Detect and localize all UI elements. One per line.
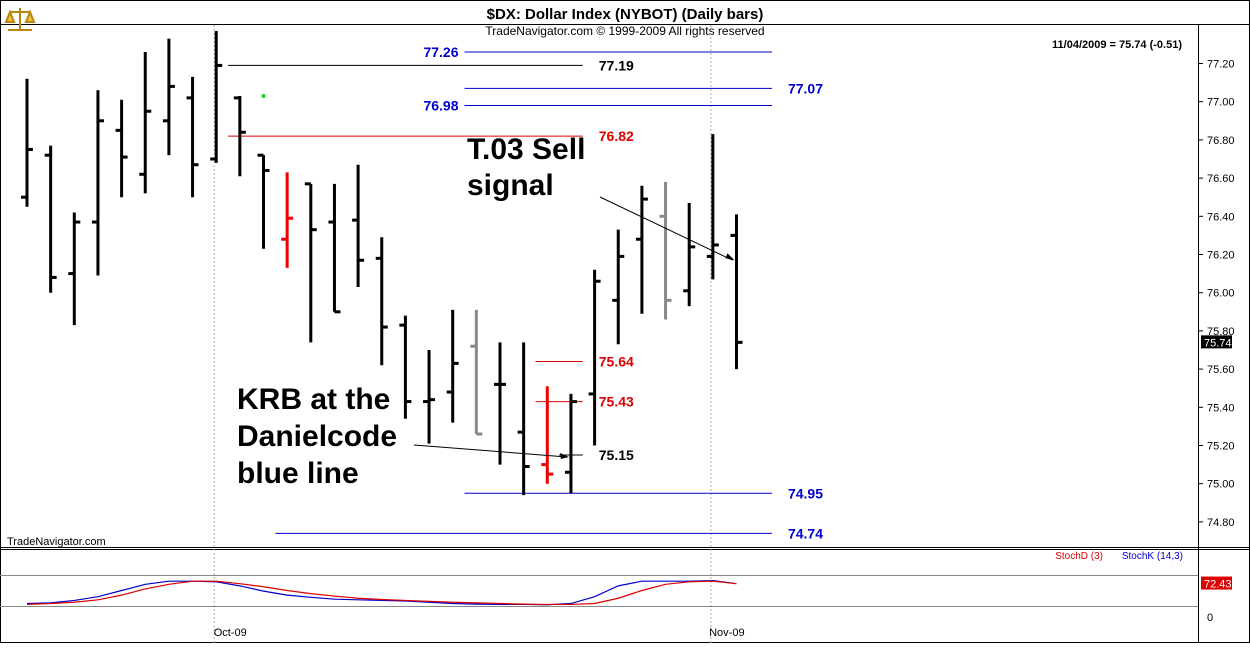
price-level-label: 75.43 xyxy=(599,394,634,410)
ohlc-bar xyxy=(446,309,459,423)
price-level-label: 76.98 xyxy=(423,98,458,114)
ohlc-bar xyxy=(706,134,719,280)
ohlc-bar xyxy=(564,393,577,494)
ohlc-bar xyxy=(233,95,246,177)
price-level-label: 77.07 xyxy=(788,80,823,96)
signal-dot xyxy=(261,93,266,98)
price-tick-label: 76.40 xyxy=(1207,211,1235,223)
ohlc-bar xyxy=(517,342,530,496)
ohlc-bar xyxy=(68,212,81,326)
price-level-label: 74.74 xyxy=(788,525,823,541)
current-price-box xyxy=(1201,335,1232,349)
annotation-text: T.03 Sell xyxy=(467,133,585,166)
price-levels: 77.26 77.19 77.07 76.98 76.82 75.64 75.43 75.15… xyxy=(228,44,823,541)
price-tick-label: 77.00 xyxy=(1207,97,1235,109)
ohlc-bar xyxy=(304,182,317,343)
ohlc-bar xyxy=(162,38,175,156)
price-tick-label: 76.00 xyxy=(1207,288,1235,300)
ohlc-bar xyxy=(44,145,57,293)
ohlc-bar xyxy=(91,90,104,276)
annotation-text: blue line xyxy=(237,457,359,490)
stoch-legend-k: StochK (14,3) xyxy=(1122,551,1183,562)
price-tick-label: 76.20 xyxy=(1207,250,1235,262)
price-level-label: 75.15 xyxy=(599,447,634,463)
ohlc-bar xyxy=(352,164,365,287)
stoch-legend-d: StochD (3) xyxy=(1055,551,1103,562)
ohlc-bar xyxy=(470,309,483,436)
price-level-label: 75.64 xyxy=(599,353,634,369)
ohlc-bar xyxy=(588,269,601,446)
price-level-label: 74.95 xyxy=(788,485,823,501)
annotation-arrow xyxy=(413,444,567,458)
arrow-head xyxy=(725,253,735,261)
price-tick-label: 76.80 xyxy=(1207,135,1235,147)
date-label: Oct-09 xyxy=(214,627,247,639)
stoch-last-label: 72.43 xyxy=(1204,579,1232,591)
date-axis: Oct-09 Nov-09 xyxy=(214,627,745,639)
chart-subtitle: TradeNavigator.com © 1999-2009 All right… xyxy=(485,24,764,38)
annotation-text: KRB at the xyxy=(237,383,390,416)
price-tick-label: 75.60 xyxy=(1207,364,1235,376)
arrow-head xyxy=(559,452,569,459)
stoch-tick-label: 0 xyxy=(1207,612,1213,624)
date-label: Nov-09 xyxy=(709,627,744,639)
price-level-label: 76.82 xyxy=(599,128,634,144)
ohlc-bar xyxy=(281,172,294,268)
ohlc-bar xyxy=(683,202,696,307)
ohlc-bar xyxy=(257,153,270,249)
trade-navigator-logo-icon[interactable] xyxy=(4,8,36,31)
price-tick-label: 75.80 xyxy=(1207,326,1235,338)
grid-lines xyxy=(213,25,712,643)
ohlc-bar xyxy=(375,237,388,366)
annotation-text: Danielcode xyxy=(237,420,397,453)
chart-title: $DX: Dollar Index (NYBOT) (Daily bars) xyxy=(487,6,764,23)
ohlc-bars xyxy=(21,31,743,496)
ohlc-bar xyxy=(210,31,223,163)
ohlc-bar xyxy=(115,99,128,198)
price-tick-label: 74.80 xyxy=(1207,517,1235,529)
ohlc-bar xyxy=(730,214,743,370)
ohlc-bar xyxy=(635,185,648,314)
last-price-readout: 11/04/2009 = 75.74 (-0.51) xyxy=(1052,39,1182,51)
price-tick-label: 77.20 xyxy=(1207,59,1235,71)
price-tick-label: 75.00 xyxy=(1207,479,1235,491)
ohlc-bar xyxy=(328,183,341,314)
ohlc-bar xyxy=(139,52,152,194)
stoch-k-line xyxy=(26,579,737,606)
watermark-text: TradeNavigator.com xyxy=(7,536,106,548)
ohlc-bar xyxy=(21,78,33,207)
stoch-last-box xyxy=(1201,576,1232,590)
current-price-label: 75.74 xyxy=(1204,337,1232,349)
stoch-d-line xyxy=(26,580,737,606)
ohlc-bar xyxy=(423,350,436,444)
ohlc-bar xyxy=(399,315,412,419)
price-tick-label: 75.20 xyxy=(1207,441,1235,453)
annotation-arrow xyxy=(599,196,733,261)
price-level-label: 77.19 xyxy=(599,57,634,73)
ohlc-bar xyxy=(541,386,554,484)
ohlc-bar xyxy=(186,76,199,198)
stochastic-panel: 0 StochD (3) StochK (14,3) 72.43 xyxy=(0,551,1232,624)
price-tick-label: 76.60 xyxy=(1207,173,1235,185)
price-axis: 77.20 77.00 76.80 76.60 76.40 76.20 76.00 75.80… xyxy=(1198,59,1235,529)
ohlc-bar xyxy=(659,181,672,320)
annotation-text: signal xyxy=(467,169,554,202)
price-tick-label: 75.40 xyxy=(1207,402,1235,414)
price-level-label: 77.26 xyxy=(423,44,458,60)
ohlc-bar xyxy=(494,342,506,465)
ohlc-bar xyxy=(612,229,625,345)
